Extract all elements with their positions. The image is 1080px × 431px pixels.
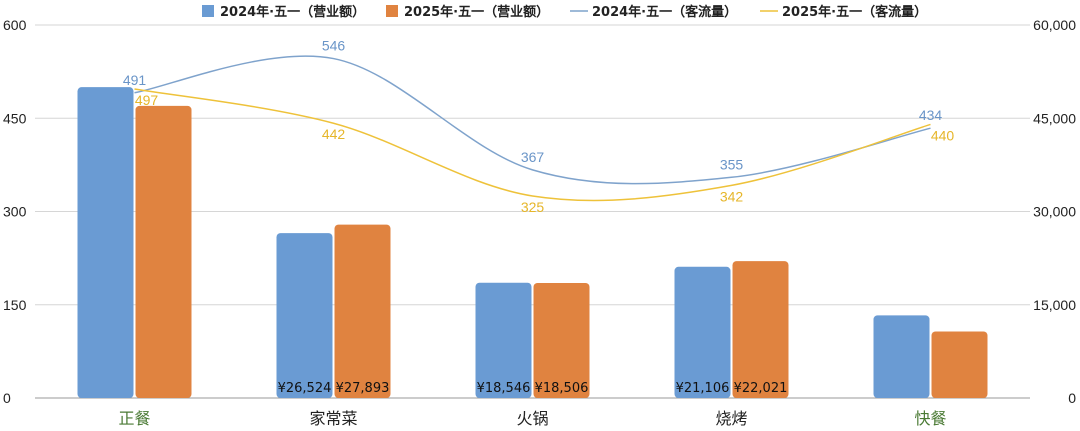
bar bbox=[873, 315, 930, 398]
left-tick-label: 450 bbox=[3, 110, 27, 126]
bar bbox=[334, 224, 391, 398]
point-data-label: 440 bbox=[931, 127, 955, 143]
right-tick-label: 30,000 bbox=[1033, 204, 1076, 220]
bar bbox=[533, 282, 590, 398]
bar-series: ¥26,524 ¥18,546 ¥21,106 ¥27,893 ¥18,506 ¥22,0… bbox=[77, 87, 988, 399]
right-tick-label: 60,000 bbox=[1033, 17, 1076, 33]
right-tick-label: 15,000 bbox=[1033, 297, 1076, 313]
category-label: 正餐 bbox=[118, 409, 150, 428]
point-data-label: 491 bbox=[123, 72, 147, 88]
line-series: 491 546 367 355 434 497 442 325 342 440 bbox=[123, 38, 955, 215]
bar bbox=[931, 331, 988, 398]
left-tick-label: 0 bbox=[3, 390, 11, 406]
legend[interactable]: 2024年·五一（营业额） 2025年·五一（营业额） 2024年·五一（客流量） 2… bbox=[202, 4, 927, 20]
point-data-label: 442 bbox=[322, 126, 346, 142]
gridlines bbox=[35, 24, 1030, 399]
bar-data-label: ¥18,546 bbox=[477, 381, 531, 396]
bar bbox=[674, 266, 731, 398]
legend-swatch bbox=[202, 5, 214, 17]
bar bbox=[77, 87, 134, 399]
left-tick-label: 150 bbox=[3, 297, 27, 313]
legend-label[interactable]: 2025年·五一（营业额） bbox=[404, 4, 549, 20]
point-data-label: 434 bbox=[919, 107, 943, 123]
point-data-label: 546 bbox=[322, 38, 346, 54]
series-line bbox=[134, 55, 931, 185]
legend-label[interactable]: 2024年·五一（营业额） bbox=[220, 4, 365, 20]
series-line bbox=[134, 88, 931, 202]
category-label: 快餐 bbox=[914, 409, 946, 428]
left-axis: 0 150 300 450 600 bbox=[3, 17, 27, 406]
category-label: 家常菜 bbox=[309, 409, 357, 428]
category-label: 烧烤 bbox=[715, 409, 747, 428]
right-tick-label: 0 bbox=[1068, 390, 1076, 406]
bar bbox=[135, 105, 192, 399]
point-data-label: 497 bbox=[135, 92, 159, 108]
legend-swatch bbox=[386, 5, 398, 17]
x-axis: 正餐 家常菜 火锅 烧烤 快餐 bbox=[118, 409, 946, 428]
bar-data-label: ¥27,893 bbox=[336, 381, 390, 396]
left-tick-label: 600 bbox=[3, 17, 27, 33]
bar-data-label: ¥22,021 bbox=[734, 381, 788, 396]
bar bbox=[276, 233, 333, 398]
legend-label[interactable]: 2025年·五一（客流量） bbox=[782, 4, 927, 20]
legend-label[interactable]: 2024年·五一（客流量） bbox=[592, 4, 737, 20]
point-data-label: 367 bbox=[521, 149, 545, 165]
bar bbox=[732, 261, 789, 398]
bar bbox=[475, 282, 532, 398]
point-data-label: 325 bbox=[521, 199, 545, 215]
category-label: 火锅 bbox=[516, 409, 548, 428]
right-tick-label: 45,000 bbox=[1033, 110, 1076, 126]
point-data-label: 342 bbox=[720, 188, 744, 204]
right-axis: 0 15,000 30,000 45,000 60,000 bbox=[1033, 17, 1076, 406]
bar-data-label: ¥21,106 bbox=[676, 381, 730, 396]
left-tick-label: 300 bbox=[3, 204, 27, 220]
point-data-label: 355 bbox=[720, 156, 744, 172]
bar-data-label: ¥26,524 bbox=[278, 381, 332, 396]
bar-data-label: ¥18,506 bbox=[535, 381, 589, 396]
